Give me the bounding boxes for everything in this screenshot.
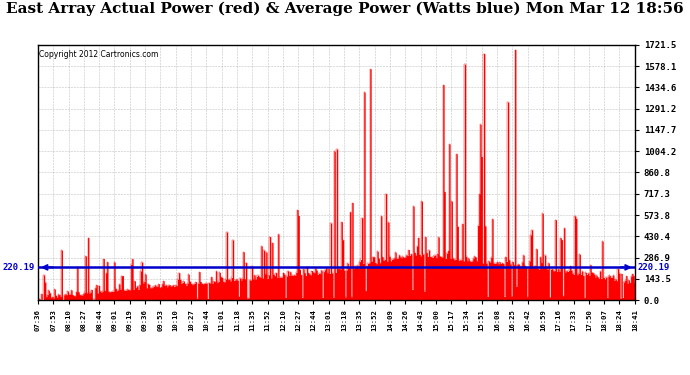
Text: 220.19: 220.19 [3, 263, 35, 272]
Text: 220.19: 220.19 [638, 263, 670, 272]
Text: Copyright 2012 Cartronics.com: Copyright 2012 Cartronics.com [39, 50, 159, 59]
Text: East Array Actual Power (red) & Average Power (Watts blue) Mon Mar 12 18:56: East Array Actual Power (red) & Average … [6, 2, 684, 16]
